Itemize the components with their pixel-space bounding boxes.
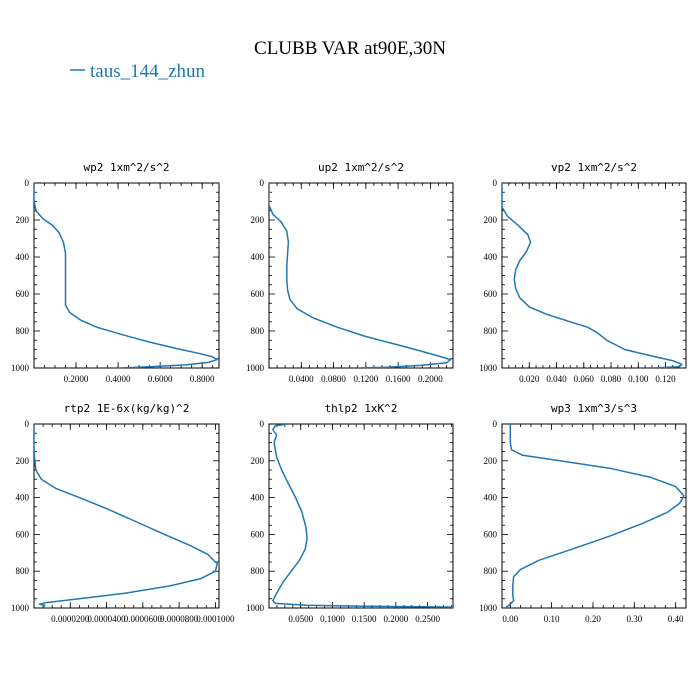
x-tick-label: 0.2000 bbox=[64, 374, 89, 384]
y-tick-label: 1000 bbox=[479, 363, 498, 373]
x-tick-label: 0.20 bbox=[585, 614, 601, 624]
subplot-1: wp2 1xm^2/s^2 0 200 400 600 800 1000 0.2000 0.40… bbox=[11, 161, 220, 384]
x-tick-label: 0.0001000 bbox=[196, 614, 235, 624]
y-tick-label: 400 bbox=[484, 493, 498, 503]
y-tick-label: 200 bbox=[484, 456, 498, 466]
y-tick-label: 0 bbox=[260, 178, 265, 188]
x-tick-label: 0.020 bbox=[519, 374, 540, 384]
series-line bbox=[269, 183, 452, 368]
y-tick-label: 600 bbox=[484, 529, 498, 539]
y-tick-label: 600 bbox=[16, 529, 30, 539]
subplot-6: wp3 1xm^3/s^3 0 200 400 600 800 1000 0.00 0.10 0.… bbox=[479, 402, 687, 624]
x-tick-label: 0.2000 bbox=[384, 614, 409, 624]
x-tick-label: 0.0400 bbox=[289, 374, 314, 384]
x-tick-label: 0.10 bbox=[544, 614, 560, 624]
x-tick-label: 0.30 bbox=[626, 614, 642, 624]
subplot-3: vp2 1xm^2/s^2 0 200 400 600 800 1000 0.020 0.040… bbox=[479, 161, 687, 384]
plot-frame bbox=[268, 182, 454, 369]
y-tick-label: 800 bbox=[484, 566, 498, 576]
x-tick-label: 0.00 bbox=[502, 614, 518, 624]
x-tick-label: 0.40 bbox=[668, 614, 684, 624]
x-tick-label: 0.4000 bbox=[106, 374, 131, 384]
series-line bbox=[502, 183, 683, 368]
y-tick-label: 0 bbox=[260, 419, 265, 429]
x-tick-label: 0.0000600 bbox=[124, 614, 163, 624]
y-tick-label: 0 bbox=[25, 419, 30, 429]
y-tick-label: 200 bbox=[251, 456, 265, 466]
subplot-2: up2 1xm^2/s^2 0 200 400 600 800 1000 0.0400 0.08… bbox=[246, 161, 454, 384]
y-tick-label: 800 bbox=[251, 326, 265, 336]
y-tick-label: 200 bbox=[484, 215, 498, 225]
y-tick-label: 800 bbox=[16, 566, 30, 576]
x-tick-label: 0.8000 bbox=[190, 374, 215, 384]
y-tick-label: 400 bbox=[16, 493, 30, 503]
panel-title: rtp2 1E-6x(kg/kg)^2 bbox=[64, 402, 190, 415]
x-tick-label: 0.120 bbox=[655, 374, 676, 384]
legend-label: taus_144_zhun bbox=[90, 61, 206, 82]
y-tick-label: 800 bbox=[251, 566, 265, 576]
panel-title: up2 1xm^2/s^2 bbox=[318, 161, 404, 174]
y-tick-label: 800 bbox=[16, 326, 30, 336]
panel-title: vp2 1xm^2/s^2 bbox=[551, 161, 637, 174]
y-tick-label: 600 bbox=[251, 289, 265, 299]
x-tick-label: 0.0800 bbox=[321, 374, 346, 384]
subplot-4: rtp2 1E-6x(kg/kg)^2 0 200 400 600 800 1000 0.00… bbox=[11, 402, 235, 624]
figure-title: CLUBB VAR at90E,30N bbox=[254, 38, 446, 59]
x-tick-label: 0.0500 bbox=[288, 614, 313, 624]
x-tick-label: 0.1200 bbox=[353, 374, 378, 384]
x-tick-label: 0.6000 bbox=[148, 374, 173, 384]
y-tick-label: 600 bbox=[16, 289, 30, 299]
y-tick-label: 400 bbox=[16, 252, 30, 262]
y-tick-label: 1000 bbox=[246, 363, 265, 373]
y-tick-label: 800 bbox=[484, 326, 498, 336]
y-tick-label: 1000 bbox=[11, 603, 30, 613]
y-tick-label: 0 bbox=[25, 178, 30, 188]
plot-frame bbox=[33, 182, 220, 369]
panel-title: wp3 1xm^3/s^3 bbox=[551, 402, 637, 415]
x-tick-label: 0.040 bbox=[546, 374, 567, 384]
subplot-5: thlp2 1xK^2 0 200 400 600 800 1000 0.0500 0.1000… bbox=[246, 402, 454, 624]
y-tick-label: 200 bbox=[251, 215, 265, 225]
panel-title: wp2 1xm^2/s^2 bbox=[83, 161, 169, 174]
x-tick-label: 0.060 bbox=[574, 374, 595, 384]
x-tick-label: 0.1000 bbox=[320, 614, 345, 624]
x-tick-label: 0.1600 bbox=[386, 374, 411, 384]
y-tick-label: 400 bbox=[251, 252, 265, 262]
y-tick-label: 200 bbox=[16, 215, 30, 225]
series-line bbox=[505, 424, 685, 608]
y-tick-label: 0 bbox=[493, 419, 498, 429]
y-tick-label: 400 bbox=[251, 493, 265, 503]
y-tick-label: 200 bbox=[16, 456, 30, 466]
y-tick-label: 1000 bbox=[246, 603, 265, 613]
y-tick-label: 1000 bbox=[11, 363, 30, 373]
y-tick-label: 600 bbox=[251, 529, 265, 539]
x-tick-label: 0.2000 bbox=[418, 374, 443, 384]
panel-title: thlp2 1xK^2 bbox=[325, 402, 398, 415]
series-line bbox=[34, 424, 218, 608]
x-tick-label: 0.080 bbox=[601, 374, 622, 384]
plot-frame bbox=[501, 182, 687, 369]
legend: taus_144_zhun bbox=[70, 61, 206, 82]
y-tick-label: 0 bbox=[493, 178, 498, 188]
x-tick-label: 0.100 bbox=[628, 374, 649, 384]
x-tick-label: 0.1500 bbox=[352, 614, 377, 624]
plot-frame bbox=[268, 423, 454, 609]
y-tick-label: 400 bbox=[484, 252, 498, 262]
y-tick-label: 1000 bbox=[479, 603, 498, 613]
series-line bbox=[34, 183, 218, 368]
x-tick-label: 0.0000800 bbox=[160, 614, 199, 624]
x-tick-label: 0.0000200 bbox=[51, 614, 90, 624]
y-tick-label: 600 bbox=[484, 289, 498, 299]
series-line bbox=[272, 424, 453, 608]
x-tick-label: 0.2500 bbox=[415, 614, 440, 624]
x-tick-label: 0.0000400 bbox=[87, 614, 126, 624]
